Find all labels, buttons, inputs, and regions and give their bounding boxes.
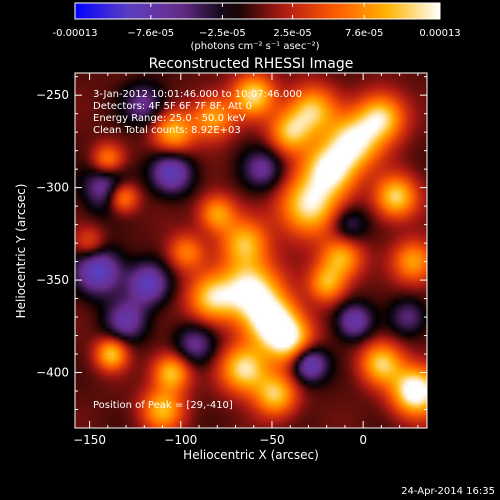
annotation-line: Energy Range: 25.0 - 50.0 keV xyxy=(93,113,246,124)
y-tick-label: −350 xyxy=(36,273,69,287)
annotation-line: Clean Total counts: 8.92E+03 xyxy=(93,125,241,136)
colorbar: -0.00013 −7.6e-05 −2.5e-05 2.5e-05 7.6e-05 0.… xyxy=(53,2,461,52)
colorbar-tick-label: 0.00013 xyxy=(419,28,460,39)
chart-title: Reconstructed RHESSI Image xyxy=(149,56,354,72)
colorbar-tick-label: −2.5e-05 xyxy=(199,28,246,39)
labels: Reconstructed RHESSI Image Heliocentric X… xyxy=(14,56,495,497)
x-tick-label: −150 xyxy=(73,433,106,447)
x-tick-label: −50 xyxy=(259,433,284,447)
plot-area xyxy=(75,73,427,428)
y-tick-label: −250 xyxy=(36,88,69,102)
y-axis-label: Heliocentric Y (arcsec) xyxy=(14,184,28,319)
colorbar-tick-label: -0.00013 xyxy=(53,28,98,39)
heatmap-image xyxy=(75,73,427,428)
x-axis-label: Heliocentric X (arcsec) xyxy=(183,448,319,462)
annotation-line: Detectors: 4F 5F 6F 7F 8F, Att 0 xyxy=(93,101,252,112)
annotation-line: 3-Jan-2012 10:01:46.000 to 10:07:46.000 xyxy=(93,89,302,100)
x-tick-label: 0 xyxy=(359,433,367,447)
colorbar-unit-label: (photons cm⁻² s⁻¹ asec⁻²) xyxy=(190,41,319,52)
colorbar-tick-label: −7.6e-05 xyxy=(127,28,174,39)
colorbar-tick-label: 7.6e-05 xyxy=(345,28,383,39)
colorbar-gradient xyxy=(74,2,441,20)
x-tick-label: −100 xyxy=(164,433,197,447)
axes: −150 −100 −50 0 −250 −300 −350 −400 xyxy=(36,72,428,447)
colorbar-tick-label: 2.5e-05 xyxy=(273,28,311,39)
y-tick-label: −300 xyxy=(36,181,69,195)
y-tick-label: −400 xyxy=(36,366,69,380)
plot-frame xyxy=(74,72,428,429)
timestamp: 24-Apr-2014 16:35 xyxy=(401,486,495,497)
peak-label: Position of Peak = [29,-410] xyxy=(93,400,233,411)
